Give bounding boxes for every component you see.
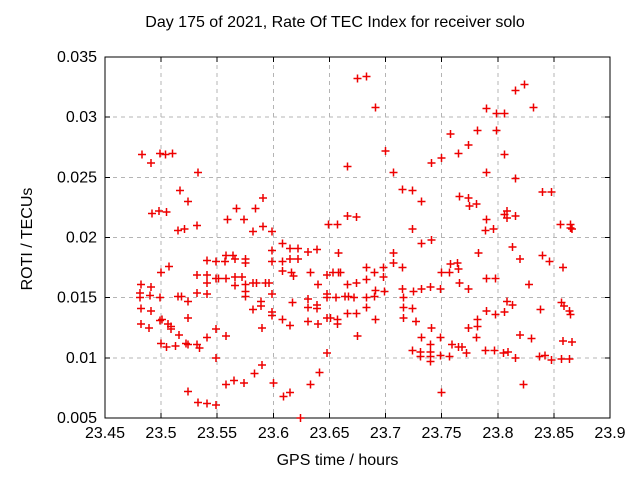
x-tick-label: 23.75 bbox=[421, 425, 461, 442]
x-tick-label: 23.9 bbox=[594, 425, 625, 442]
y-tick-label: 0.035 bbox=[57, 49, 97, 66]
data-points bbox=[136, 72, 576, 422]
x-tick-label: 23.65 bbox=[309, 425, 349, 442]
y-tick-label: 0.03 bbox=[66, 109, 97, 126]
y-tick-label: 0.02 bbox=[66, 230, 97, 247]
y-tick-label: 0.005 bbox=[57, 410, 97, 427]
axis-ticks bbox=[104, 56, 611, 419]
x-tick-label: 23.6 bbox=[258, 425, 289, 442]
x-axis-label: GPS time / hours bbox=[276, 452, 399, 469]
y-tick-label: 0.015 bbox=[57, 290, 97, 307]
x-tick-label: 23.85 bbox=[534, 425, 574, 442]
x-tick-label: 23.55 bbox=[197, 425, 237, 442]
x-tick-label: 23.45 bbox=[85, 425, 125, 442]
chart-title: Day 175 of 2021, Rate Of TEC Index for r… bbox=[145, 14, 525, 31]
y-tick-label: 0.01 bbox=[66, 350, 97, 367]
y-tick-label: 0.025 bbox=[57, 170, 97, 187]
x-tick-label: 23.7 bbox=[370, 425, 401, 442]
x-tick-label: 23.5 bbox=[145, 425, 176, 442]
x-tick-label: 23.8 bbox=[482, 425, 513, 442]
